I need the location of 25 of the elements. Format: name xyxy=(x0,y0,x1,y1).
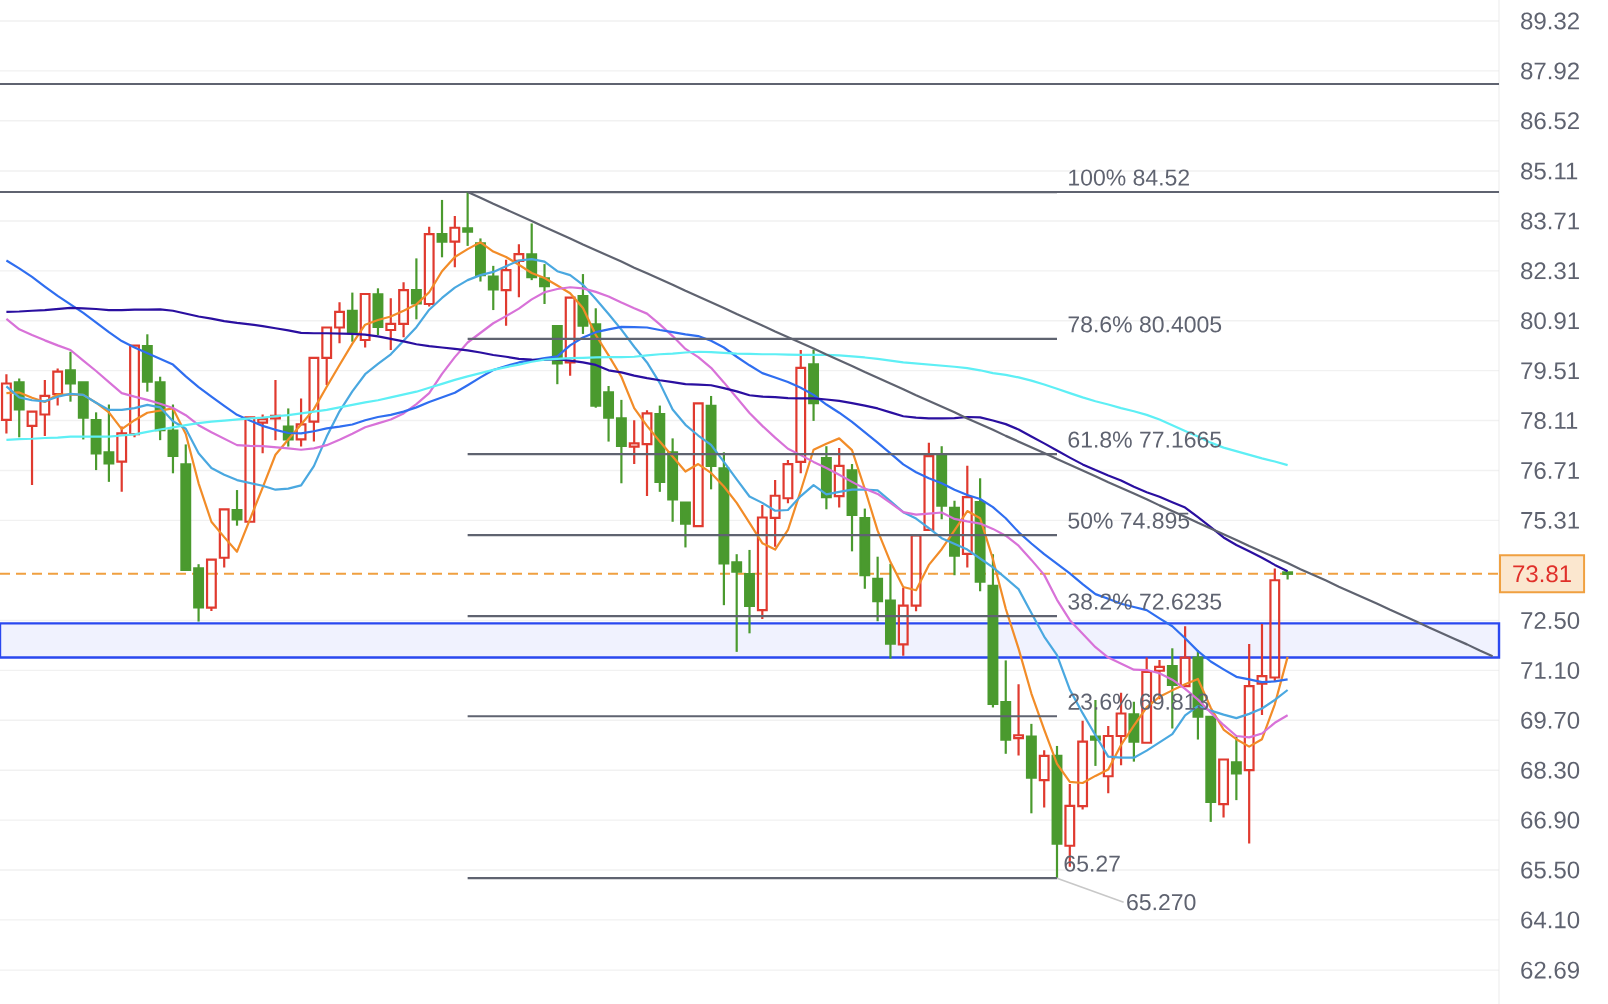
series-label: 78.6% 80.4005 xyxy=(1068,316,1222,333)
series-label: 100% 84.52 xyxy=(1069,169,1189,186)
y-tick-label: 62.69 xyxy=(1521,961,1579,979)
y-tick-label: 75.31 xyxy=(1521,511,1579,529)
y-tick-label: 71.10 xyxy=(1521,661,1580,679)
y-tick-label: 89.32 xyxy=(1521,12,1579,30)
y-tick-label: 83.71 xyxy=(1521,212,1579,230)
y-tick-label: 86.52 xyxy=(1521,112,1579,130)
y-tick-label: 76.71 xyxy=(1521,461,1579,479)
y-tick-label: 72.50 xyxy=(1521,612,1580,630)
series-label: 50% 74.895 xyxy=(1068,512,1190,529)
y-tick-label: 79.51 xyxy=(1521,362,1579,380)
y-tick-label: 87.92 xyxy=(1521,62,1579,80)
y-tick-label: 82.31 xyxy=(1521,262,1579,280)
annotation: 65.27 xyxy=(1064,855,1120,872)
y-tick-label: 69.70 xyxy=(1521,711,1580,729)
y-tick-label: 68.30 xyxy=(1521,761,1580,779)
y-tick-label: 80.91 xyxy=(1521,312,1579,330)
y-tick-label: 78.11 xyxy=(1521,412,1578,430)
y-tick-label: 85.11 xyxy=(1521,162,1578,180)
y-tick-label: 64.10 xyxy=(1521,911,1580,929)
y-tick-label: 65.50 xyxy=(1521,861,1580,879)
y-tick-label: 66.90 xyxy=(1521,811,1580,829)
annotation: 65.270 xyxy=(1127,894,1196,911)
ref-line-label: 73.81 xyxy=(1513,565,1571,583)
